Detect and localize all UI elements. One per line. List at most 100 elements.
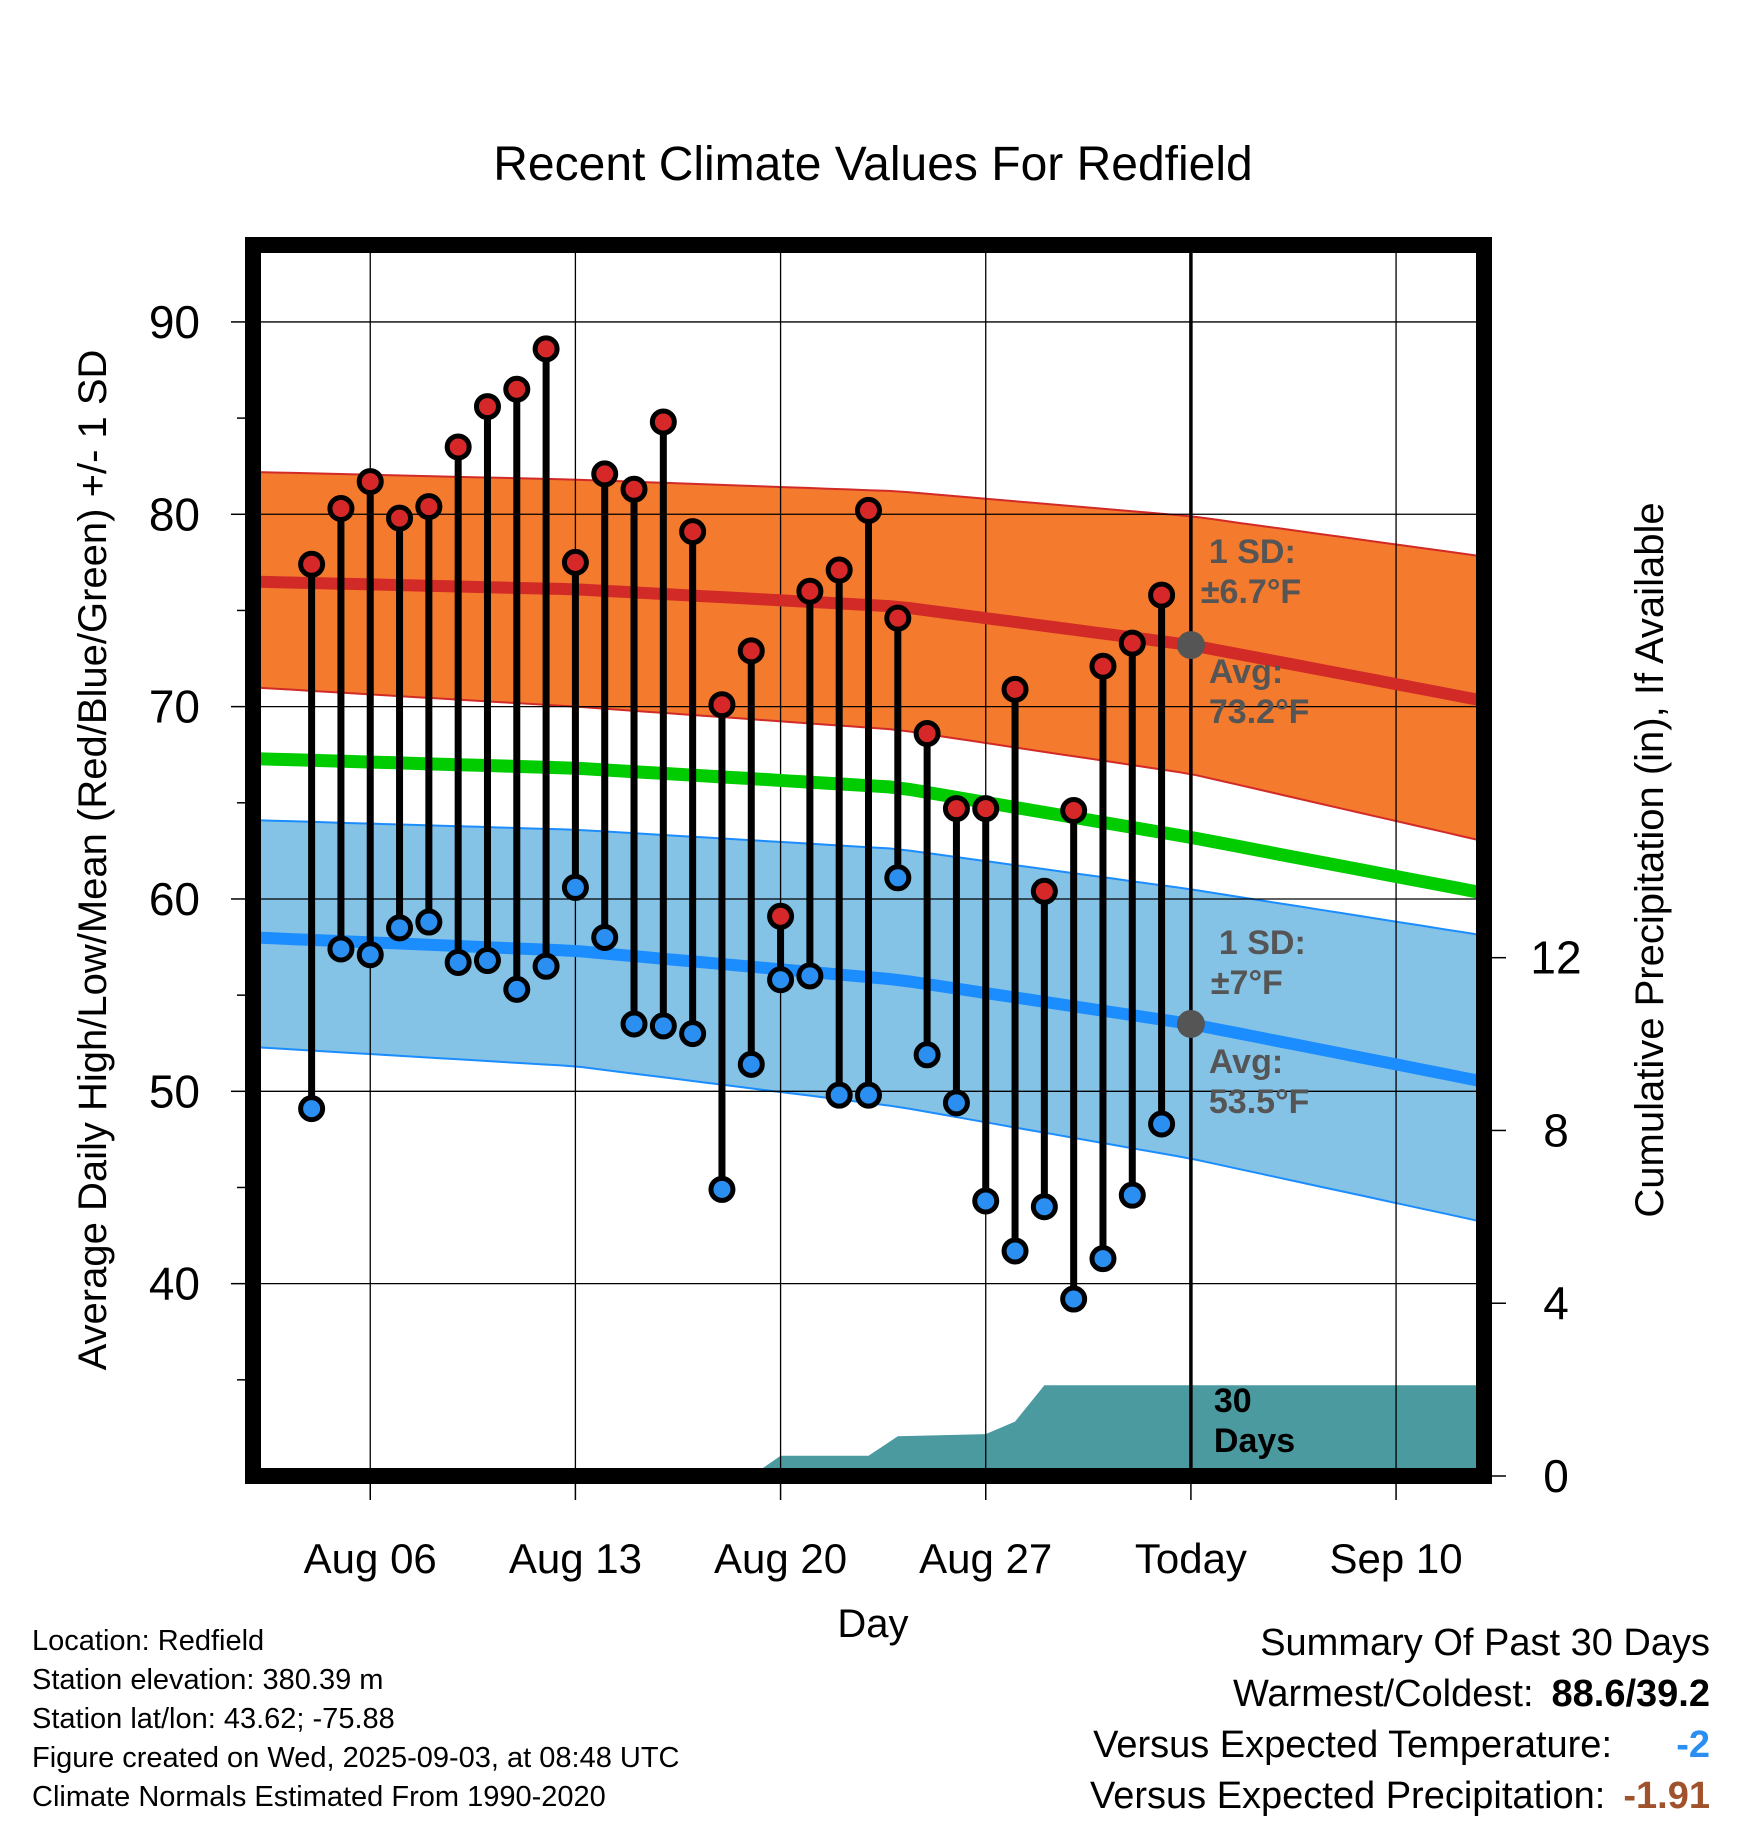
daily-low-point xyxy=(855,1081,882,1109)
daily-high-point xyxy=(327,495,355,523)
summary-precip-row: Versus Expected Precipitation: -1.91 xyxy=(1090,1771,1710,1822)
daily-low-point xyxy=(737,1050,765,1078)
days-label-line1: 30 xyxy=(1214,1382,1252,1420)
daily-low-point xyxy=(1118,1181,1146,1209)
daily-low-point xyxy=(708,1175,736,1203)
daily-low-point xyxy=(1148,1110,1176,1138)
daily-high-point xyxy=(1089,652,1117,680)
low-avg-label-line1: Avg: xyxy=(1209,1043,1283,1081)
daily-low-point xyxy=(649,1012,677,1040)
daily-high-point xyxy=(356,468,384,496)
high-sd-label-line2: ±6.7°F xyxy=(1201,573,1301,611)
high-avg-label-line2: 73.2°F xyxy=(1209,693,1310,731)
daily-low-point xyxy=(386,914,414,942)
precip-label: Versus Expected Precipitation: xyxy=(1089,1775,1606,1817)
summary-warmest-row: Warmest/Coldest: 88.6/39.2 xyxy=(1090,1669,1710,1720)
low-sd-label-line1: 1 SD: xyxy=(1219,924,1306,962)
daily-high-point xyxy=(1148,581,1176,609)
y-tick-label: 40 xyxy=(149,1258,200,1310)
elevation-text: Station elevation: 380.39 m xyxy=(32,1664,384,1696)
summary-heading: Summary Of Past 30 Days xyxy=(1260,1622,1710,1664)
warmest-label: Warmest/Coldest: xyxy=(1232,1673,1534,1715)
daily-high-point xyxy=(620,475,648,503)
daily-low-point xyxy=(298,1095,326,1123)
daily-low-point xyxy=(942,1089,970,1117)
daily-high-point xyxy=(561,548,589,576)
daily-low-point xyxy=(1060,1285,1088,1313)
daily-low-point xyxy=(591,923,619,951)
y-axis-label-left: Average Daily High/Low/Mean (Red/Blue/Gr… xyxy=(71,350,115,1371)
plot-frame xyxy=(245,237,1492,1484)
daily-low-point xyxy=(1030,1193,1058,1221)
precipitation-area xyxy=(253,1385,1484,1476)
daily-high-point xyxy=(913,720,941,748)
x-tick-label: Aug 13 xyxy=(509,1535,642,1582)
y2-tick-label: 12 xyxy=(1530,932,1581,984)
high-avg-today-marker xyxy=(1176,631,1205,660)
y-tick-label: 60 xyxy=(149,873,200,925)
daily-low-point xyxy=(473,947,501,975)
x-axis-label: Day xyxy=(837,1602,908,1646)
temp-value: -2 xyxy=(1676,1724,1710,1766)
daily-high-point xyxy=(298,550,326,578)
daily-low-point xyxy=(1001,1237,1029,1265)
temp-label: Versus Expected Temperature: xyxy=(1093,1724,1612,1766)
daily-high-point xyxy=(386,504,414,532)
daily-low-point xyxy=(620,1010,648,1038)
y-tick-label: 90 xyxy=(149,296,200,348)
daily-low-point xyxy=(972,1187,1000,1215)
low-avg-today-marker xyxy=(1176,1009,1205,1038)
y-tick-label: 50 xyxy=(149,1065,200,1117)
daily-high-point xyxy=(679,518,707,546)
daily-low-point xyxy=(884,864,912,892)
daily-low-point xyxy=(327,935,355,963)
station-info: Location: Redfield Station elevation: 38… xyxy=(32,1622,680,1817)
summary-temp-row: Versus Expected Temperature: -2 xyxy=(1090,1720,1710,1771)
daily-low-point xyxy=(1089,1245,1117,1273)
daily-low-point xyxy=(913,1041,941,1069)
daily-low-point xyxy=(415,908,443,936)
y2-tick-label: 4 xyxy=(1543,1277,1569,1329)
y2-tick-label: 8 xyxy=(1543,1104,1569,1156)
daily-high-point xyxy=(1001,675,1029,703)
daily-high-point xyxy=(532,335,560,363)
daily-high-point xyxy=(708,691,736,719)
daily-high-point xyxy=(767,902,795,930)
y2-tick-label: 0 xyxy=(1543,1450,1569,1502)
daily-high-point xyxy=(649,408,677,436)
latlon-text: Station lat/lon: 43.62; -75.88 xyxy=(32,1703,395,1735)
precip-value: -1.91 xyxy=(1623,1775,1710,1817)
daily-high-point xyxy=(942,795,970,823)
created-text: Figure created on Wed, 2025-09-03, at 08… xyxy=(32,1742,680,1774)
x-tick-label: Aug 06 xyxy=(304,1535,437,1582)
high-avg-label-line1: Avg: xyxy=(1209,653,1283,691)
x-tick-label: Today xyxy=(1135,1535,1247,1582)
daily-high-point xyxy=(1060,796,1088,824)
normals-text: Climate Normals Estimated From 1990-2020 xyxy=(32,1781,606,1813)
x-tick-label: Aug 20 xyxy=(714,1535,847,1582)
daily-high-point xyxy=(825,556,853,584)
daily-low-point xyxy=(503,975,531,1003)
x-tick-label: Sep 10 xyxy=(1330,1535,1463,1582)
daily-low-point xyxy=(444,948,472,976)
summary-panel: Summary Of Past 30 Days Warmest/Coldest:… xyxy=(1090,1618,1710,1822)
daily-high-point xyxy=(737,637,765,665)
y-axis-label-right: Cumulative Precipitation (in), If Availa… xyxy=(1628,502,1672,1217)
daily-high-point xyxy=(591,460,619,488)
daily-high-point xyxy=(855,496,882,524)
plot-area xyxy=(253,245,1484,1476)
chart-title: Recent Climate Values For Redfield xyxy=(493,138,1252,191)
warmest-value: 88.6/39.2 xyxy=(1551,1673,1710,1715)
daily-low-point xyxy=(356,941,384,969)
daily-low-point xyxy=(767,966,795,994)
daily-high-point xyxy=(415,493,443,521)
location-text: Location: Redfield xyxy=(32,1625,265,1657)
daily-high-point xyxy=(503,375,531,403)
days-label-line2: Days xyxy=(1214,1422,1295,1460)
low-avg-label-line2: 53.5°F xyxy=(1209,1083,1310,1121)
daily-high-point xyxy=(1118,629,1146,657)
daily-high-point xyxy=(796,577,824,605)
daily-high-point xyxy=(444,433,472,461)
high-sd-label-line1: 1 SD: xyxy=(1209,533,1296,571)
